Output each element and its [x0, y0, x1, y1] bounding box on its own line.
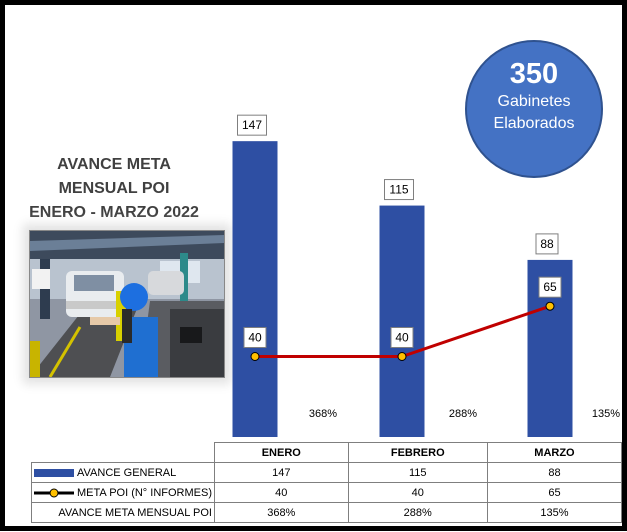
table-row-header: META POI (N° INFORMES)	[31, 482, 215, 503]
table-row-header: AVANCE META MENSUAL POI	[31, 502, 215, 523]
table-row: AVANCE GENERAL 147 115 88	[31, 462, 622, 483]
inspection-photo	[29, 230, 225, 378]
line-point	[545, 301, 555, 311]
bar-value-label-box	[535, 233, 559, 255]
table-row-label: META POI (N° INFORMES)	[77, 486, 212, 499]
table-cell: 40	[347, 482, 488, 503]
table-header-enero: ENERO	[213, 442, 349, 463]
bar-value-label: 147	[242, 118, 262, 132]
inspection-photo-image	[30, 231, 224, 377]
line-point	[397, 352, 407, 361]
line-value-label-box	[243, 327, 267, 348]
table-cell: 115	[347, 462, 488, 483]
summary-badge: 350 Gabinetes Elaborados	[465, 40, 603, 178]
chart-title-block: AVANCE META MENSUAL POI ENERO - MARZO 20…	[19, 153, 209, 225]
percent-label: 288%	[449, 408, 477, 420]
chart-plot: 147 115 88 40 40 65 368% 288% 135%	[232, 114, 620, 437]
bar-legend-key	[34, 468, 74, 477]
table-header-marzo: MARZO	[486, 442, 622, 463]
bar	[232, 141, 278, 437]
bar	[379, 205, 425, 437]
bar-value-label-box	[237, 114, 267, 136]
chart-title: AVANCE META MENSUAL POI	[57, 156, 171, 197]
table-cell: 65	[486, 482, 622, 503]
summary-badge-value: 350	[509, 58, 559, 90]
table-cell: 147	[213, 462, 349, 483]
data-table: ENERO FEBRERO MARZO AVANCE GENERAL 147 1…	[31, 442, 622, 523]
table-row-header: AVANCE GENERAL	[31, 462, 215, 483]
bar-value-label: 88	[540, 237, 554, 251]
table-cell: 40	[213, 482, 349, 503]
table-row-label: AVANCE META MENSUAL POI	[58, 506, 212, 519]
summary-badge-line1: Gabinetes	[497, 93, 571, 110]
table-corner	[32, 443, 215, 463]
percent-label: 368%	[309, 408, 337, 420]
table-cell: 88	[486, 462, 622, 483]
line-point	[250, 352, 260, 361]
table-row-label: AVANCE GENERAL	[77, 466, 177, 479]
table-cell: 368%	[213, 502, 349, 523]
table-header-row: ENERO FEBRERO MARZO	[32, 442, 622, 463]
line-value-label: 40	[248, 331, 262, 345]
table-row: META POI (N° INFORMES) 40 40 65	[31, 482, 622, 503]
line-legend-key	[34, 488, 74, 498]
table-cell: 135%	[486, 502, 622, 523]
line-value-label: 40	[395, 331, 409, 345]
line-value-label-box	[390, 327, 414, 348]
bar-value-label: 115	[389, 183, 408, 197]
chart-subtitle: ENERO - MARZO 2022	[29, 204, 199, 221]
bar-value-label-box	[384, 179, 414, 201]
table-row: AVANCE META MENSUAL POI 368% 288% 135%	[31, 502, 622, 523]
table-header-febrero: FEBRERO	[347, 442, 488, 463]
summary-badge-line2: Elaborados	[493, 115, 575, 132]
percent-label: 135%	[592, 408, 620, 420]
line-value-label: 65	[543, 280, 557, 294]
table-cell: 288%	[347, 502, 488, 523]
line-value-label-box	[538, 276, 562, 298]
